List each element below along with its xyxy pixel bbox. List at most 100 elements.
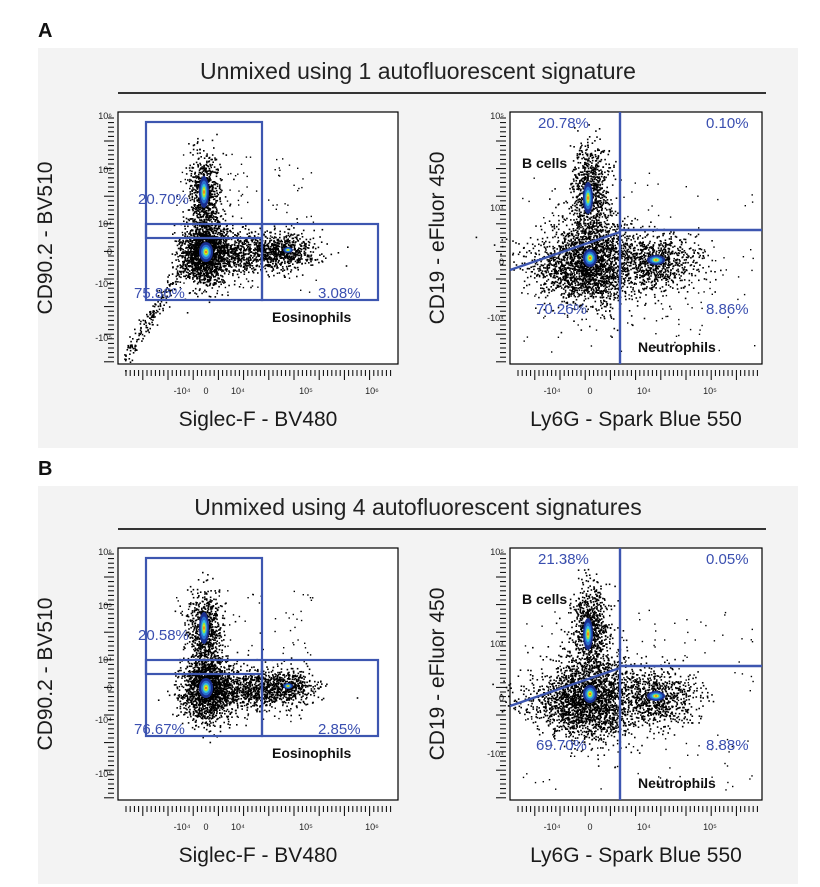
- cell-dot: [722, 634, 724, 636]
- cell-dot: [594, 263, 596, 266]
- cell-dot: [624, 661, 626, 664]
- cell-dots: [492, 560, 754, 791]
- neutrophils-label: Neutrophils: [638, 339, 716, 355]
- cell-dot: [278, 174, 280, 177]
- cell-dot: [125, 358, 127, 361]
- cell-dot: [590, 345, 593, 347]
- cell-dot: [664, 738, 667, 740]
- cell-dot: [240, 195, 242, 197]
- cell-dot: [224, 624, 226, 627]
- cell-dot: [615, 696, 617, 698]
- cell-dot: [207, 650, 210, 652]
- cell-dot: [713, 640, 716, 642]
- cell-dot: [541, 241, 544, 243]
- cell-dot: [300, 289, 302, 291]
- cell-dot: [751, 641, 754, 643]
- cell-dot: [704, 652, 706, 654]
- cell-dot: [127, 346, 129, 349]
- cell-dot: [652, 683, 654, 685]
- cell-dot: [705, 624, 707, 627]
- cell-dot: [751, 775, 753, 777]
- cell-dot: [597, 609, 599, 612]
- cell-dot: [301, 186, 303, 189]
- main-cluster-layer-5: [589, 256, 591, 260]
- cd90-cluster-layer-5: [203, 190, 205, 194]
- panel-a-title-rule: [118, 92, 766, 94]
- cell-dot: [176, 270, 179, 272]
- cell-dot: [666, 659, 668, 661]
- cell-dot: [189, 265, 191, 267]
- cell-dot: [661, 317, 664, 320]
- cell-dot: [712, 347, 714, 350]
- cell-dot: [634, 249, 636, 252]
- cell-dot: [294, 626, 296, 629]
- cell-dot: [654, 712, 656, 714]
- cell-dot: [685, 679, 687, 681]
- cell-dot: [750, 639, 752, 641]
- cell-dot: [315, 279, 317, 281]
- cell-dot: [188, 259, 191, 262]
- cell-dot: [274, 169, 276, 171]
- cell-dot: [647, 707, 649, 710]
- siglec-plot-xtick-label: 10⁴: [231, 822, 245, 832]
- cell-dot: [700, 621, 702, 623]
- siglec-plot-ytick-label: 10⁶: [98, 547, 112, 557]
- cell-dot: [178, 685, 181, 688]
- cell-dot: [158, 289, 161, 292]
- cell-dot: [244, 620, 246, 622]
- cell-dot: [187, 716, 189, 718]
- cell-dot: [678, 668, 680, 670]
- cell-dot: [232, 669, 234, 671]
- cell-dot: [569, 289, 571, 291]
- cell-dot: [136, 339, 138, 341]
- cell-dot: [139, 323, 142, 325]
- cell-dot: [522, 776, 525, 779]
- cell-dot: [625, 660, 627, 662]
- eos-cluster-layer-5: [287, 249, 289, 251]
- cell-dot: [255, 709, 257, 711]
- ly6g-plot-xtick-label: 10⁴: [637, 386, 651, 396]
- cell-dot: [149, 310, 152, 313]
- cell-dot: [312, 221, 315, 223]
- cell-dot: [276, 158, 278, 161]
- cell-dot: [747, 740, 749, 742]
- cell-dot: [237, 173, 239, 175]
- cell-dot: [124, 354, 126, 356]
- cd90-gate-percent: 20.58%: [138, 627, 189, 644]
- cell-dot: [664, 250, 667, 252]
- quadrant-ul-percent: 20.78%: [538, 115, 589, 132]
- cell-dot: [139, 333, 141, 336]
- eosinophil-gate: [260, 658, 380, 738]
- cell-dot: [687, 303, 689, 305]
- cell-dot: [206, 164, 208, 166]
- cell-dot: [608, 279, 610, 281]
- cell-dot: [216, 290, 219, 292]
- cell-dot: [594, 183, 597, 186]
- cell-dot: [274, 248, 276, 250]
- cell-dot: [654, 639, 656, 641]
- cell-dot: [533, 177, 535, 179]
- cell-dot: [555, 788, 557, 790]
- cell-dot: [697, 754, 699, 756]
- cell-dot: [192, 259, 195, 262]
- cell-dot: [218, 595, 220, 597]
- cell-dot: [727, 316, 729, 318]
- cell-dot: [283, 647, 285, 649]
- cell-dot: [296, 618, 298, 620]
- cell-dot: [182, 696, 185, 698]
- quadrant-lr-percent: 8.86%: [706, 301, 749, 318]
- cell-dot: [620, 350, 623, 352]
- cell-dot: [723, 257, 725, 259]
- cell-dot: [744, 205, 746, 207]
- cell-dot: [541, 625, 543, 627]
- cell-dot: [286, 211, 288, 214]
- panel-a-title: Unmixed using 1 autofluorescent signatur…: [200, 58, 636, 84]
- cell-dot: [287, 702, 290, 704]
- cell-dot: [595, 329, 598, 331]
- cell-dot: [179, 281, 182, 283]
- cell-dot: [627, 215, 629, 218]
- panel-b-letter: B: [38, 458, 53, 480]
- cell-dot: [159, 305, 162, 308]
- cell-dot: [559, 665, 561, 668]
